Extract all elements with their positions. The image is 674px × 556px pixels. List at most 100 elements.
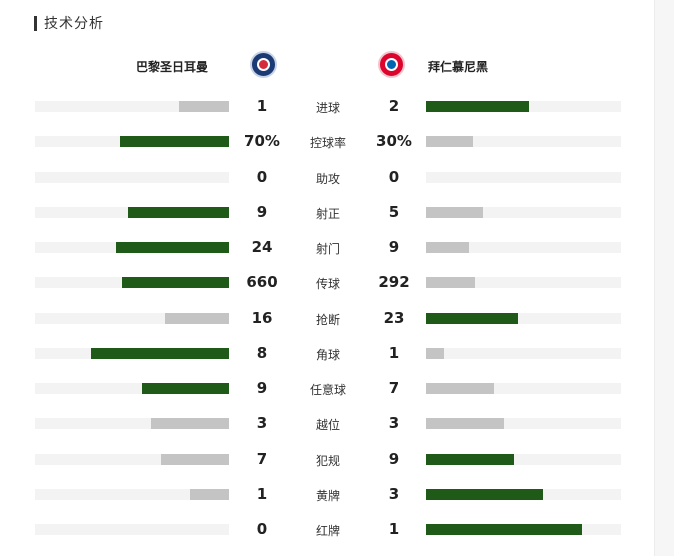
stat-label: 射正: [315, 207, 340, 221]
home-stat-value: 9: [256, 203, 268, 221]
home-bar-fill: [190, 489, 229, 500]
home-bar-fill: [179, 101, 229, 112]
away-bar-track: [426, 172, 621, 183]
home-stat-value: 9: [256, 379, 268, 397]
away-stat-value: 3: [388, 414, 400, 432]
home-stat-value: 70%: [244, 132, 280, 150]
home-bar-track: [35, 348, 229, 359]
home-stat-value: 7: [256, 450, 268, 468]
stat-label: 越位: [315, 418, 340, 432]
away-stat-value: 1: [388, 520, 400, 538]
away-stat-value: 3: [388, 485, 400, 503]
away-stat-value: 5: [388, 203, 400, 221]
stat-row: 9 任意球 7: [0, 378, 654, 398]
home-stat-value: 0: [256, 520, 268, 538]
stat-row: 0 红牌 1: [0, 519, 654, 539]
away-stat-value: 0: [388, 168, 400, 186]
home-bar-track: [35, 383, 229, 394]
home-bar-track: [35, 489, 229, 500]
stat-row: 660 传球 292: [0, 272, 654, 292]
away-bar-fill: [426, 383, 494, 394]
home-bar-track: [35, 454, 229, 465]
stat-row: 24 射门 9: [0, 237, 654, 257]
stat-row: 3 越位 3: [0, 413, 654, 433]
scrollbar-track[interactable]: [654, 0, 674, 556]
home-bar-fill: [151, 418, 229, 429]
stat-row: 9 射正 5: [0, 202, 654, 222]
stat-label: 控球率: [309, 136, 346, 150]
home-bar-fill: [120, 136, 229, 147]
home-bar-fill: [161, 454, 229, 465]
away-bar-fill: [426, 348, 444, 359]
stat-label: 任意球: [309, 383, 346, 397]
away-team-name: 拜仁慕尼黑: [428, 60, 489, 74]
away-bar-track: [426, 383, 621, 394]
psg-logo-icon: [250, 51, 277, 78]
title-accent-bar: [34, 15, 37, 31]
home-stat-value: 16: [251, 309, 273, 327]
away-bar-track: [426, 207, 621, 218]
away-bar-fill: [426, 136, 473, 147]
stat-row: 1 进球 2: [0, 96, 654, 116]
home-stat-value: 1: [256, 97, 268, 115]
bayern-logo-icon: [378, 51, 405, 78]
home-bar-fill: [122, 277, 229, 288]
stat-row: 16 抢断 23: [0, 308, 654, 328]
home-bar-track: [35, 207, 229, 218]
away-stat-value: 7: [388, 379, 400, 397]
home-bar-fill: [91, 348, 229, 359]
away-stat-value: 30%: [376, 132, 412, 150]
stat-label: 进球: [315, 101, 340, 115]
tech-stats-panel: 技术分析 巴黎圣日耳曼 拜仁慕尼黑 1 进球 2 70% 控球率 30% 0 助攻 0 9 射正 5 2…: [0, 14, 654, 539]
home-team-name: 巴黎圣日耳曼: [135, 60, 208, 74]
away-bar-fill: [426, 524, 582, 535]
away-stat-value: 292: [378, 273, 410, 291]
away-bar-track: [426, 418, 621, 429]
home-stat-value: 0: [256, 168, 268, 186]
away-bar-track: [426, 313, 621, 324]
away-bar-track: [426, 101, 621, 112]
home-bar-track: [35, 101, 229, 112]
away-bar-fill: [426, 101, 529, 112]
away-stat-value: 2: [388, 97, 400, 115]
away-bar-fill: [426, 418, 504, 429]
away-bar-track: [426, 489, 621, 500]
stat-row: 0 助攻 0: [0, 167, 654, 187]
home-stat-value: 8: [256, 344, 268, 362]
away-bar-fill: [426, 454, 514, 465]
away-bar-fill: [426, 489, 543, 500]
away-bar-track: [426, 277, 621, 288]
stat-label: 犯规: [315, 454, 340, 468]
stat-label: 传球: [315, 277, 340, 291]
home-bar-fill: [128, 207, 229, 218]
stat-label: 射门: [315, 242, 340, 256]
home-bar-fill: [142, 383, 229, 394]
away-bar-fill: [426, 313, 518, 324]
away-bar-fill: [426, 207, 483, 218]
section-header: 技术分析: [34, 14, 104, 32]
stat-row: 8 角球 1: [0, 343, 654, 363]
home-stat-value: 24: [251, 238, 273, 256]
stat-label: 角球: [315, 348, 340, 362]
stat-label: 抢断: [315, 313, 340, 327]
away-stat-value: 9: [388, 238, 400, 256]
away-stat-value: 9: [388, 450, 400, 468]
home-stat-value: 3: [256, 414, 268, 432]
home-stat-value: 1: [256, 485, 268, 503]
away-bar-track: [426, 136, 621, 147]
stat-label: 红牌: [315, 524, 340, 538]
stat-label: 黄牌: [315, 489, 340, 503]
away-stat-value: 23: [383, 309, 405, 327]
home-bar-track: [35, 418, 229, 429]
home-bar-track: [35, 313, 229, 324]
stat-label: 助攻: [315, 172, 340, 186]
stat-row: 70% 控球率 30%: [0, 131, 654, 151]
away-bar-track: [426, 348, 621, 359]
away-bar-track: [426, 524, 621, 535]
home-bar-track: [35, 172, 229, 183]
away-bar-fill: [426, 242, 469, 253]
home-bar-track: [35, 136, 229, 147]
away-bar-fill: [426, 277, 475, 288]
home-stat-value: 660: [246, 273, 278, 291]
away-stat-value: 1: [388, 344, 400, 362]
